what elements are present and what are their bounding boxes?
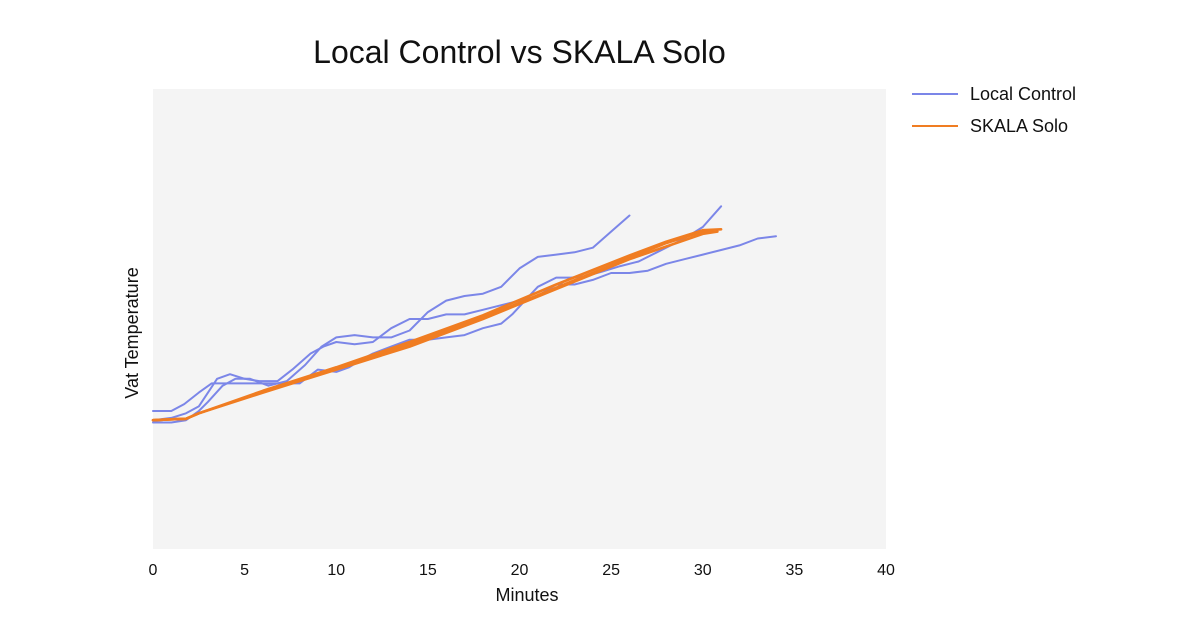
legend-item-local-control[interactable]: Local Control (912, 78, 1076, 110)
series-layer (151, 205, 777, 424)
x-tick-label: 20 (511, 562, 529, 579)
legend-swatch-skala-solo (912, 125, 958, 127)
legend-label: Local Control (970, 83, 1077, 104)
x-tick-label: 25 (602, 562, 620, 579)
x-axis-label: Minutes (495, 585, 558, 605)
x-tick-label: 40 (877, 562, 895, 579)
legend-swatch-local-control (912, 93, 958, 95)
x-tick-label: 30 (694, 562, 712, 579)
x-tick-label: 5 (240, 562, 249, 579)
x-tick-label: 35 (785, 562, 803, 579)
legend-label: SKALA Solo (970, 115, 1069, 136)
x-tick-label: 0 (149, 562, 158, 579)
chart-title: Local Control vs SKALA Solo (313, 34, 726, 70)
plot-area (153, 89, 886, 549)
y-axis-label: Vat Temperature (122, 267, 142, 398)
x-tick-label: 10 (327, 562, 345, 579)
x-tick-label: 15 (419, 562, 437, 579)
series-line-local-control-1 (152, 205, 723, 412)
x-axis-ticks: 0 5 10 15 20 25 30 35 40 (149, 562, 895, 579)
legend: Local Control SKALA Solo (912, 78, 1076, 142)
series-line-local-control-3 (152, 214, 631, 424)
series-line-local-control-2 (152, 235, 777, 422)
legend-item-skala-solo[interactable]: SKALA Solo (912, 110, 1076, 142)
series-line-skala-solo-6 (151, 228, 723, 422)
